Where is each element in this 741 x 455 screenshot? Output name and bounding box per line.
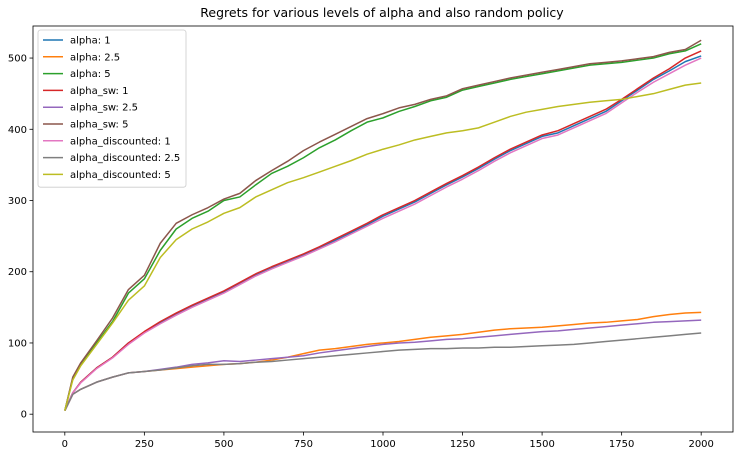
legend-label: alpha: 2.5 — [70, 52, 120, 63]
y-tick-label: 100 — [8, 338, 27, 349]
x-tick-label: 1750 — [609, 439, 634, 450]
series-line-3 — [64, 50, 702, 411]
legend-label: alpha_sw: 1 — [70, 86, 128, 97]
legend-label: alpha: 5 — [70, 69, 111, 80]
y-tick-label: 500 — [8, 54, 27, 65]
series-line-2 — [64, 43, 702, 411]
x-tick-label: 0 — [62, 439, 68, 450]
y-tick-label: 200 — [8, 267, 27, 278]
x-tick-label: 1500 — [529, 439, 554, 450]
legend-label: alpha_sw: 2.5 — [70, 103, 138, 114]
legend-label: alpha_discounted: 2.5 — [70, 153, 180, 164]
x-tick-label: 750 — [294, 439, 313, 450]
legend-label: alpha_discounted: 1 — [70, 136, 171, 147]
legend-label: alpha: 1 — [70, 36, 111, 47]
legend-label: alpha_sw: 5 — [70, 120, 128, 131]
x-tick-label: 500 — [214, 439, 233, 450]
legend-label: alpha_discounted: 5 — [70, 170, 171, 181]
x-tick-label: 1000 — [370, 439, 395, 450]
series-line-6 — [64, 57, 702, 411]
series-line-8 — [64, 82, 702, 411]
y-tick-label: 300 — [8, 196, 27, 207]
y-tick-label: 400 — [8, 125, 27, 136]
x-tick-label: 2000 — [688, 439, 713, 450]
legend-box — [37, 29, 187, 188]
chart-title: Regrets for various levels of alpha and … — [200, 5, 564, 20]
series-line-5 — [64, 39, 702, 411]
series-line-4 — [64, 319, 702, 411]
series-line-7 — [64, 332, 702, 411]
x-tick-label: 250 — [135, 439, 154, 450]
series-lines — [64, 39, 702, 411]
legend: alpha: 1 alpha: 2.5 alpha: 5 alpha_sw: 1 alp… — [37, 29, 187, 188]
y-tick-label: 0 — [21, 410, 27, 421]
y-axis-ticks: 0 100 200 300 400 500 — [8, 54, 33, 421]
x-tick-label: 1250 — [450, 439, 475, 450]
x-axis-ticks: 0 250 500 750 1000 1250 1500 1750 2000 — [62, 432, 714, 450]
